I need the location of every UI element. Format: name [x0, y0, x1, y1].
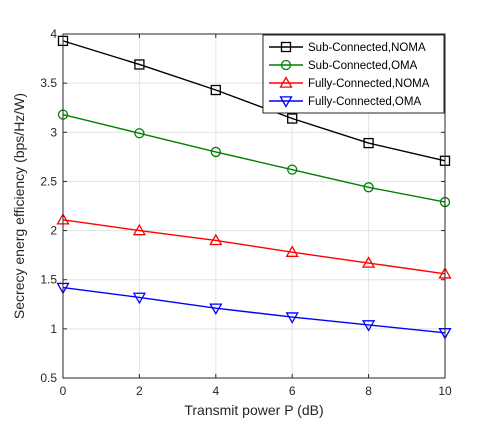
data-point	[134, 59, 145, 70]
x-tick-label: 8	[365, 384, 372, 398]
data-point	[132, 292, 147, 305]
legend-label: Sub-Connected,OMA	[308, 60, 418, 72]
x-tick-label: 4	[212, 384, 219, 398]
legend-item: Fully-Connected,OMA	[269, 96, 421, 108]
data-point	[287, 113, 298, 124]
y-tick-label: 3.5	[40, 76, 57, 90]
legend-marker	[280, 41, 292, 53]
legend-item: Sub-Connected,NOMA	[269, 41, 426, 54]
legend-marker	[279, 76, 293, 88]
y-tick-label: 0.5	[40, 371, 57, 385]
y-axis-label: Secrecy energ efficiency (bps/Hz/W)	[11, 93, 27, 319]
x-tick-label: 10	[438, 384, 452, 398]
data-point	[209, 233, 223, 246]
data-point	[285, 245, 299, 257]
legend-item: Fully-Connected,NOMA	[269, 76, 430, 90]
x-axis-label: Transmit power P (dB)	[184, 402, 323, 418]
data-point	[134, 128, 145, 139]
y-tick-label: 1.5	[40, 273, 57, 287]
y-tick-label: 2	[50, 224, 57, 238]
series-line	[62, 219, 446, 275]
series-line	[62, 113, 446, 203]
x-tick-label: 0	[60, 384, 67, 398]
legend: Sub-Connected,NOMA Sub-Connected,OMA Fully…	[262, 34, 445, 114]
data-point	[132, 223, 147, 236]
data-point	[361, 320, 376, 332]
legend-item: Sub-Connected,OMA	[269, 59, 418, 72]
series-Fully-Connected,OMA	[56, 282, 452, 340]
data-point	[209, 303, 223, 316]
series-line	[62, 286, 446, 334]
series-Sub-Connected,OMA	[57, 109, 451, 208]
series-group	[56, 35, 452, 340]
legend-box	[262, 34, 445, 114]
data-point	[361, 256, 376, 268]
legend-label: Fully-Connected,NOMA	[308, 78, 430, 90]
legend-marker	[279, 96, 293, 108]
series-line	[62, 40, 446, 162]
data-point	[210, 146, 221, 158]
data-point	[363, 137, 374, 149]
y-tick-label: 3	[50, 125, 57, 139]
plot-frame	[62, 33, 446, 379]
y-tick-label: 4	[50, 27, 57, 41]
data-point	[210, 84, 221, 96]
data-point	[287, 164, 298, 175]
axis-ticks: 0 2 4 6 8 10 0.5 1 1.5 2 2.5 3 3.5 4	[40, 27, 452, 398]
series-Sub-Connected,NOMA	[57, 35, 451, 166]
x-tick-label: 6	[289, 384, 296, 398]
legend-label: Fully-Connected,OMA	[308, 96, 421, 108]
legend-label: Sub-Connected,NOMA	[308, 42, 426, 54]
data-point	[285, 312, 299, 324]
data-point	[363, 182, 374, 193]
legend-marker	[280, 59, 292, 71]
y-tick-label: 1	[50, 322, 57, 336]
y-tick-label: 2.5	[40, 174, 57, 188]
x-tick-label: 2	[136, 384, 143, 398]
